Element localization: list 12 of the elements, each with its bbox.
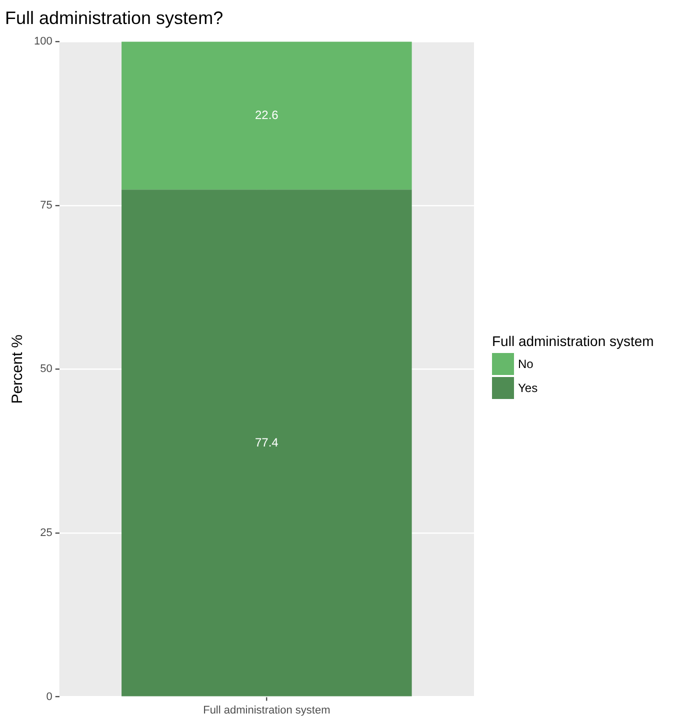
legend-title: Full administration system [492,333,654,349]
data-label: 77.4 [254,435,279,450]
y-tick-label: 25 [40,527,52,540]
y-axis-title: Percent % [9,334,26,404]
legend-label: No [518,357,534,371]
chart-title: Full administration system? [5,8,224,28]
y-tick-label: 50 [40,363,52,376]
data-label: 22.6 [254,108,279,122]
y-tick-label: 100 [34,36,52,48]
y-tick-label: 0 [46,690,52,703]
legend-label: Yes [518,381,538,395]
y-tick-label: 75 [40,199,52,212]
